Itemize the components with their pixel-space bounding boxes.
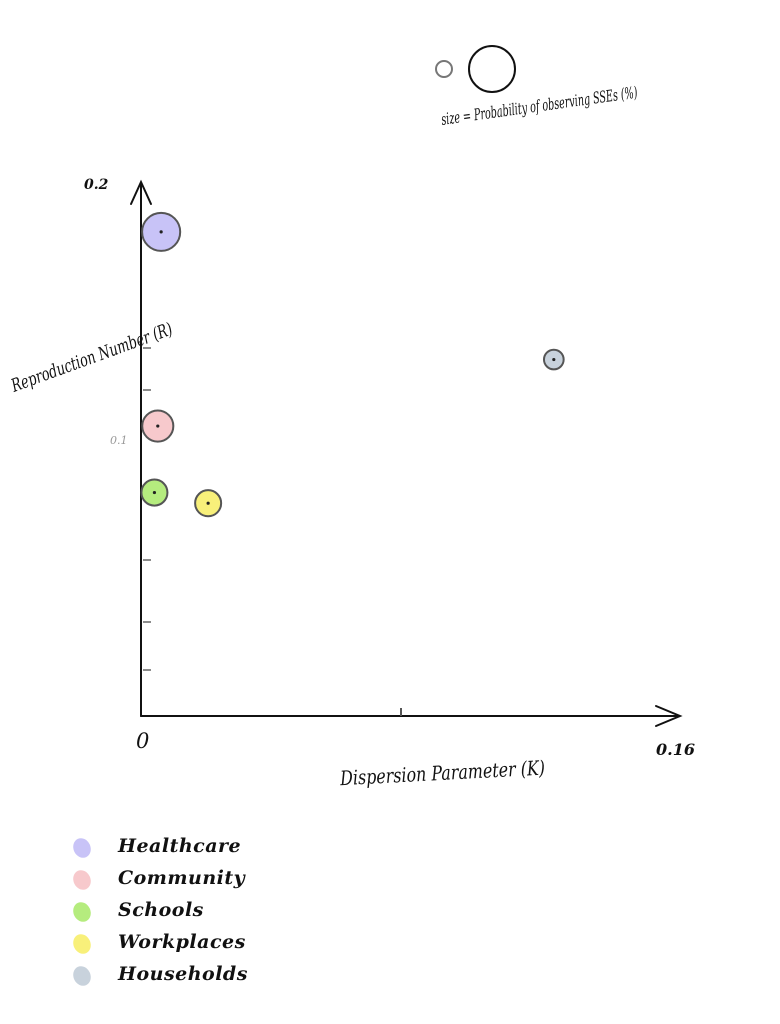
bubble-center-households <box>552 357 556 362</box>
legend-label-healthcare: Healthcare <box>118 835 242 857</box>
size-legend-small-circle <box>435 60 453 78</box>
legend-swatch-households <box>70 963 94 989</box>
legend-label-workplaces: Workplaces <box>118 931 246 953</box>
legend-swatch-community <box>70 867 94 893</box>
y-axis-arrow <box>130 179 152 205</box>
legend-label-schools: Schools <box>118 899 204 921</box>
size-legend-large-circle <box>468 45 516 93</box>
legend-item-schools: Schools <box>70 896 332 928</box>
legend-item-healthcare: Healthcare <box>70 832 332 864</box>
bubble-center-workplaces <box>206 501 210 505</box>
bubble-center-healthcare <box>159 230 163 234</box>
x-tick-label-max: 0.16 <box>656 740 695 759</box>
legend-swatch-workplaces <box>70 931 94 957</box>
x-axis-title: Dispersion Parameter (K) <box>339 756 546 791</box>
legend-item-workplaces: Workplaces <box>70 928 332 960</box>
y-minor-ticks <box>143 347 151 671</box>
bubble-center-schools <box>152 490 157 495</box>
bubble-center-community <box>156 424 160 428</box>
x-tick-label-origin: 0 <box>136 729 149 753</box>
size-legend-label: size = Probability of observing SSEs (%) <box>440 83 639 129</box>
bubbles <box>140 211 565 518</box>
legend-label-households: Households <box>118 963 248 985</box>
axes <box>130 179 683 727</box>
legend-item-community: Community <box>70 864 332 896</box>
size-legend: size = Probability of observing SSEs (%) <box>435 45 639 129</box>
y-axis-title: Reproduction Number (R) <box>8 319 176 397</box>
x-axis-arrow <box>655 705 683 727</box>
y-tick-label-max: 0.2 <box>84 177 109 193</box>
y-tick-label-mid: 0.1 <box>110 434 128 447</box>
legend-swatch-healthcare <box>70 835 94 861</box>
legend: Healthcare Community Schools Workplaces … <box>70 832 332 992</box>
legend-item-households: Households <box>70 960 332 992</box>
legend-label-community: Community <box>118 867 246 889</box>
legend-swatch-schools <box>70 899 94 925</box>
